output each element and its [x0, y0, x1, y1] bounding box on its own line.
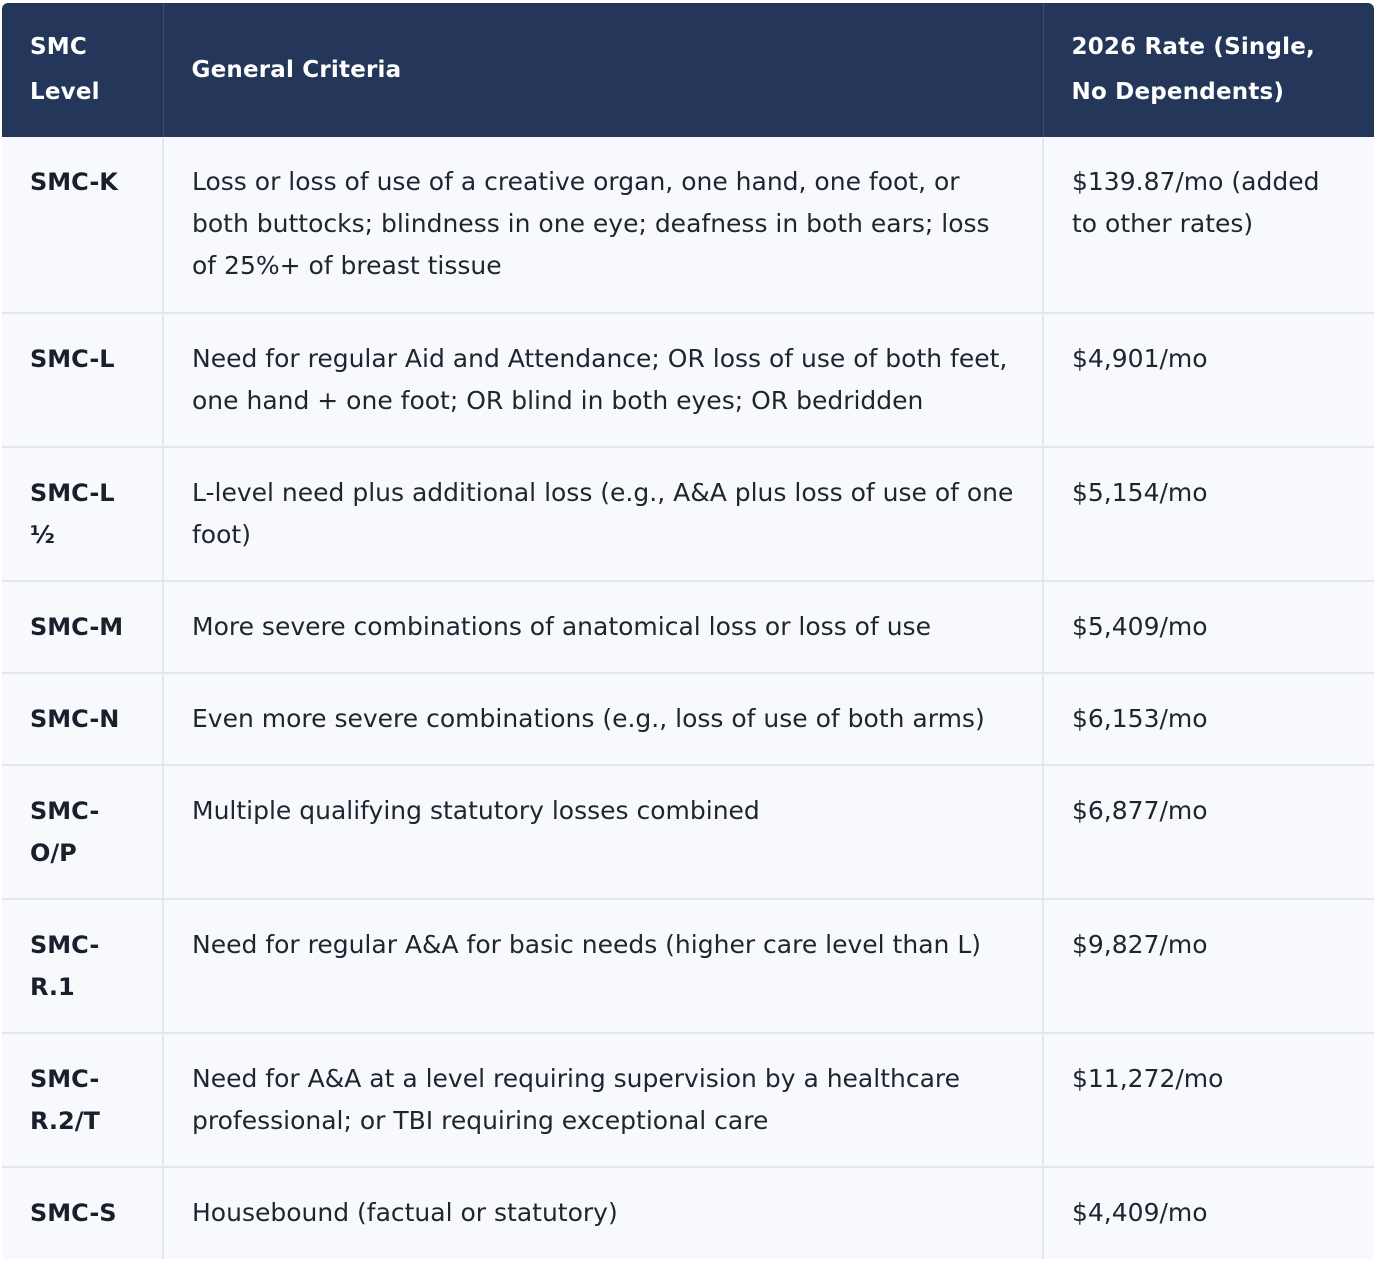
smc-rates-table-container: SMC Level General Criteria 2026 Rate (Si…	[2, 3, 1374, 1259]
cell-criteria: Need for regular A&A for basic needs (hi…	[163, 899, 1044, 1034]
header-general-criteria: General Criteria	[163, 3, 1044, 137]
cell-smc-level: SMC-S	[2, 1167, 164, 1259]
cell-smc-level: SMC-N	[2, 673, 164, 766]
table-row: SMC-M More severe combinations of anatom…	[2, 581, 1374, 674]
table-row: SMC-R.1 Need for regular A&A for basic n…	[2, 899, 1374, 1034]
table-row: SMC-L ½ L-level need plus additional los…	[2, 447, 1374, 582]
cell-smc-level: SMC-L	[2, 313, 164, 448]
cell-rate: $5,154/mo	[1043, 447, 1374, 582]
cell-smc-level: SMC-R.2/T	[2, 1033, 164, 1168]
smc-rates-table: SMC Level General Criteria 2026 Rate (Si…	[2, 3, 1374, 1259]
header-smc-level: SMC Level	[2, 3, 164, 137]
cell-criteria: L-level need plus additional loss (e.g.,…	[163, 447, 1044, 582]
table-row: SMC-L Need for regular Aid and Attendanc…	[2, 313, 1374, 448]
cell-rate: $6,153/mo	[1043, 673, 1374, 766]
table-body: SMC-K Loss or loss of use of a creative …	[2, 137, 1374, 1259]
cell-criteria: More severe combinations of anatomical l…	[163, 581, 1044, 674]
cell-rate: $4,901/mo	[1043, 313, 1374, 448]
cell-rate: $6,877/mo	[1043, 765, 1374, 900]
cell-smc-level: SMC-R.1	[2, 899, 164, 1034]
header-row: SMC Level General Criteria 2026 Rate (Si…	[2, 3, 1374, 137]
cell-criteria: Need for regular Aid and Attendance; OR …	[163, 313, 1044, 448]
table-row: SMC-K Loss or loss of use of a creative …	[2, 137, 1374, 314]
cell-criteria: Need for A&A at a level requiring superv…	[163, 1033, 1044, 1168]
table-header: SMC Level General Criteria 2026 Rate (Si…	[2, 3, 1374, 137]
table-row: SMC-N Even more severe combinations (e.g…	[2, 673, 1374, 766]
cell-rate: $5,409/mo	[1043, 581, 1374, 674]
cell-rate: $4,409/mo	[1043, 1167, 1374, 1259]
cell-smc-level: SMC-M	[2, 581, 164, 674]
table-row: SMC-O/P Multiple qualifying statutory lo…	[2, 765, 1374, 900]
cell-criteria: Housebound (factual or statutory)	[163, 1167, 1044, 1259]
cell-criteria: Even more severe combinations (e.g., los…	[163, 673, 1044, 766]
cell-criteria: Multiple qualifying statutory losses com…	[163, 765, 1044, 900]
cell-smc-level: SMC-L ½	[2, 447, 164, 582]
table-row: SMC-S Housebound (factual or statutory) …	[2, 1167, 1374, 1259]
cell-smc-level: SMC-O/P	[2, 765, 164, 900]
cell-rate: $11,272/mo	[1043, 1033, 1374, 1168]
cell-smc-level: SMC-K	[2, 137, 164, 314]
cell-criteria: Loss or loss of use of a creative organ,…	[163, 137, 1044, 314]
cell-rate: $9,827/mo	[1043, 899, 1374, 1034]
table-row: SMC-R.2/T Need for A&A at a level requir…	[2, 1033, 1374, 1168]
header-rate: 2026 Rate (Single, No Dependents)	[1043, 3, 1374, 137]
cell-rate: $139.87/mo (added to other rates)	[1043, 137, 1374, 314]
